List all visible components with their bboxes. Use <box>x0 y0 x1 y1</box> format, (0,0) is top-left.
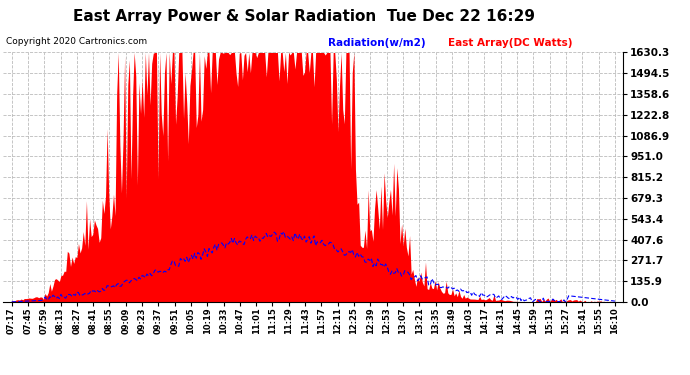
Text: Radiation(w/m2): Radiation(w/m2) <box>328 38 425 48</box>
Text: East Array(DC Watts): East Array(DC Watts) <box>448 38 573 48</box>
Text: Copyright 2020 Cartronics.com: Copyright 2020 Cartronics.com <box>6 38 147 46</box>
Text: East Array Power & Solar Radiation  Tue Dec 22 16:29: East Array Power & Solar Radiation Tue D… <box>72 9 535 24</box>
